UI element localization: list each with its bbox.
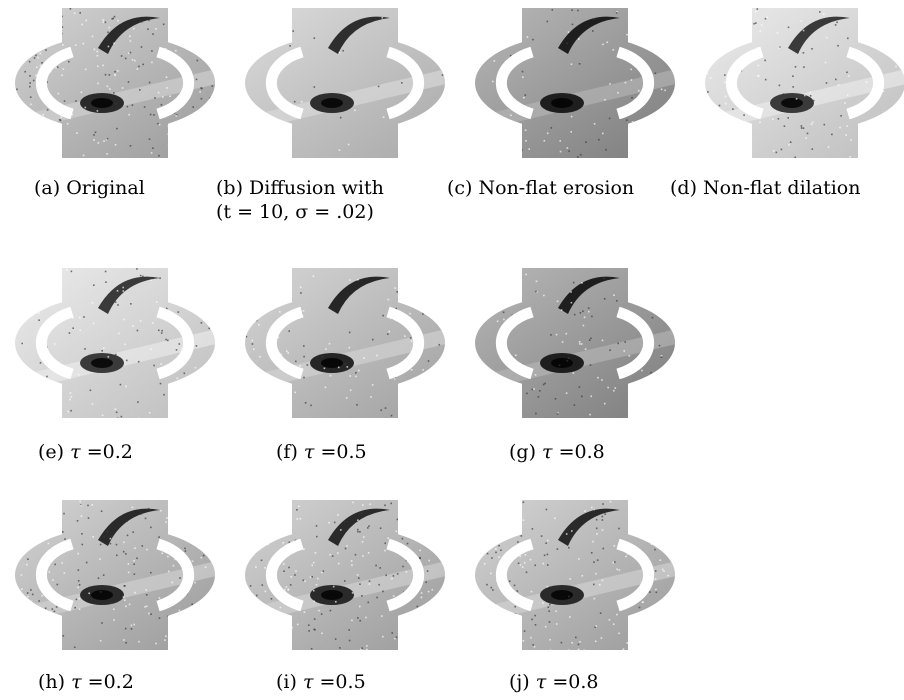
panel-image — [245, 500, 445, 650]
panel-image — [245, 8, 445, 158]
caption-j-value: =0.8 — [552, 671, 599, 693]
panel-f — [240, 268, 450, 418]
caption-f-value: =0.5 — [320, 441, 367, 463]
panel-image — [705, 8, 904, 158]
caption-g: (g) τ =0.8 — [509, 440, 605, 464]
panel-image — [15, 500, 215, 650]
panel-image — [15, 8, 215, 158]
panel-h — [10, 500, 220, 650]
panel-c-erosion — [470, 8, 680, 158]
caption-h-prefix: (h) — [38, 671, 66, 693]
caption-i-value: =0.5 — [319, 671, 366, 693]
caption-e-prefix: (e) — [38, 441, 65, 463]
caption-e-value: =0.2 — [86, 441, 133, 463]
caption-f: (f) τ =0.5 — [276, 440, 367, 464]
panel-g — [470, 268, 680, 418]
panel-j — [470, 500, 680, 650]
caption-j: (j) τ =0.8 — [509, 670, 598, 694]
panel-d-dilation — [700, 8, 904, 158]
panel-e — [10, 268, 220, 418]
panel-image — [475, 8, 675, 158]
panel-b-diffusion — [240, 8, 450, 158]
caption-b-line1: (b) Diffusion with — [216, 177, 384, 199]
panel-image — [475, 500, 675, 650]
panel-image — [15, 268, 215, 418]
caption-a: (a) Original — [34, 177, 145, 199]
caption-c: (c) Non-flat erosion — [447, 177, 635, 199]
panel-image — [475, 268, 675, 418]
caption-g-tau: τ — [542, 441, 553, 463]
caption-j-prefix: (j) — [509, 671, 530, 693]
panel-a-original — [10, 8, 220, 158]
caption-i: (i) τ =0.5 — [276, 670, 366, 694]
caption-e: (e) τ =0.2 — [38, 440, 133, 464]
caption-i-prefix: (i) — [276, 671, 297, 693]
panel-image — [245, 268, 445, 418]
caption-f-prefix: (f) — [276, 441, 298, 463]
panel-i — [240, 500, 450, 650]
caption-f-tau: τ — [303, 441, 315, 463]
caption-h-tau: τ — [71, 671, 82, 693]
caption-j-tau: τ — [535, 671, 547, 693]
caption-e-tau: τ — [70, 441, 81, 463]
caption-h-value: =0.2 — [87, 671, 134, 693]
caption-i-tau: τ — [302, 671, 314, 693]
caption-h: (h) τ =0.2 — [38, 670, 134, 694]
caption-b-line2: (t = 10, σ = .02) — [216, 201, 374, 223]
caption-g-prefix: (g) — [509, 441, 536, 463]
caption-g-value: =0.8 — [558, 441, 605, 463]
caption-d: (d) Non-flat dilation — [670, 177, 861, 199]
